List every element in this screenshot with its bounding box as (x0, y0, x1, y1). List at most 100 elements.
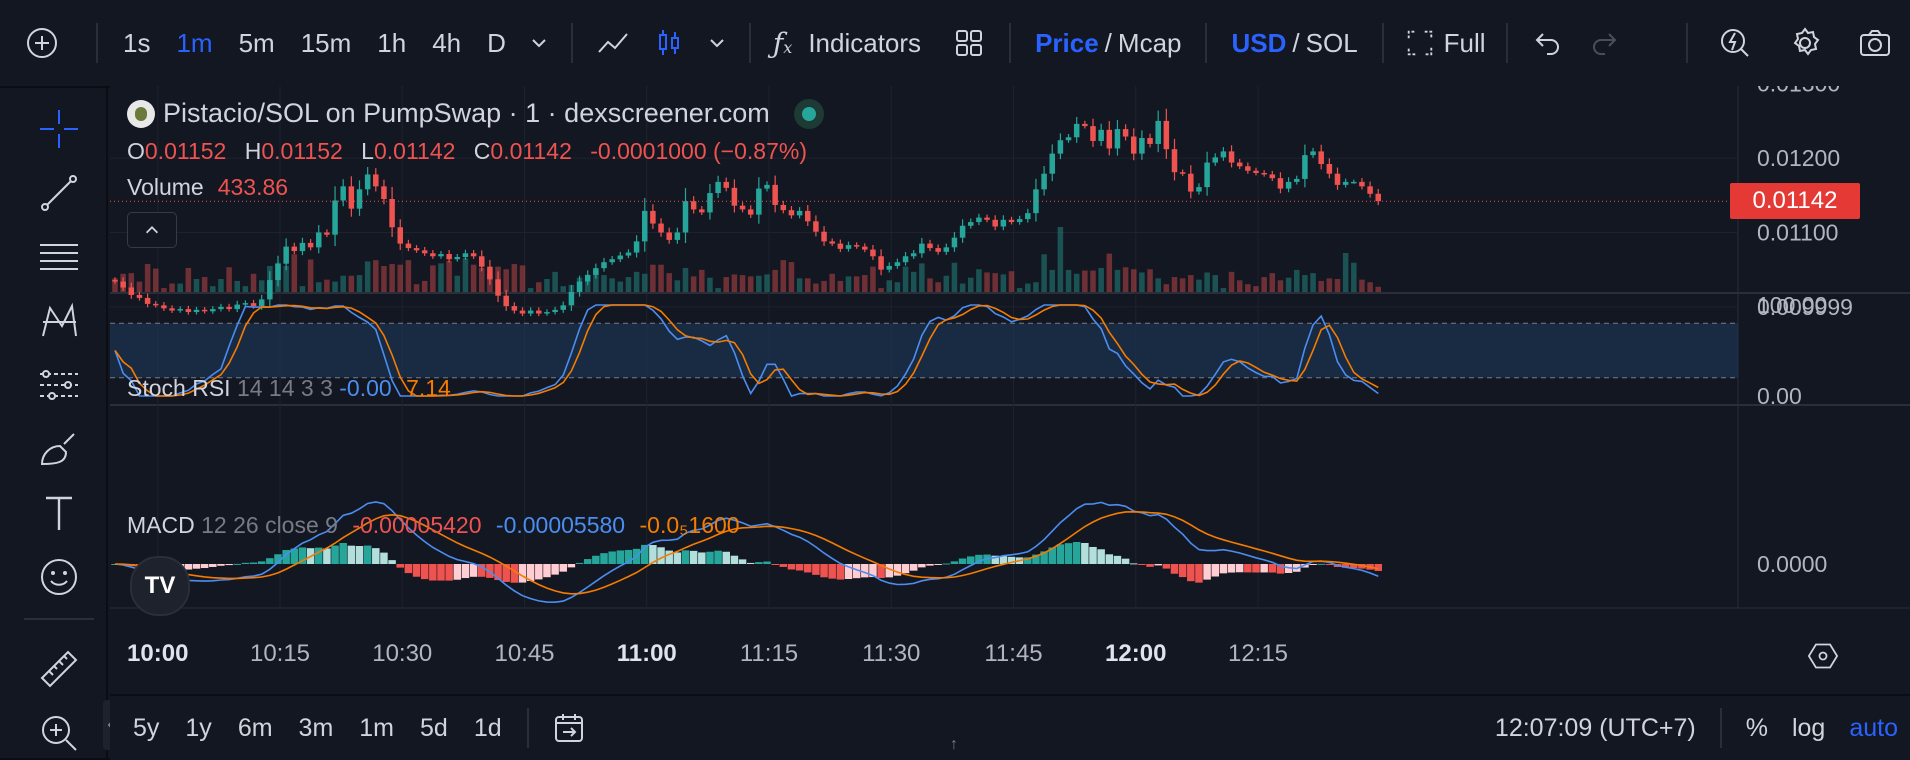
settings-button[interactable] (1770, 0, 1840, 86)
range-1d[interactable]: 1d (473, 713, 502, 742)
macd-histogram-bar (950, 561, 959, 564)
range-5y[interactable]: 5y (133, 713, 160, 742)
quick-search-button[interactable] (1700, 0, 1770, 86)
tool-separator (24, 618, 94, 620)
candle-body (405, 243, 412, 249)
snapshot-button[interactable] (1840, 0, 1910, 86)
macd-histogram-bar (347, 545, 356, 564)
timeframe-1s[interactable]: 1s (123, 27, 151, 58)
emoji-tool[interactable] (38, 556, 80, 598)
candle-body (984, 217, 990, 220)
macd-histogram-bar (217, 564, 225, 566)
indicators-button[interactable]: ƒx Indicators (763, 0, 931, 86)
fib-tool[interactable] (38, 236, 80, 278)
candles-chart-button[interactable] (641, 0, 697, 86)
auto-scale-toggle[interactable]: auto (1849, 713, 1898, 742)
macd-histogram-bar (372, 548, 380, 564)
macd-histogram-bar (583, 559, 592, 564)
volume-bar (479, 267, 485, 292)
timeframe-4h[interactable]: 4h (432, 27, 462, 58)
log-scale-toggle[interactable]: log (1791, 713, 1826, 742)
volume-bar (552, 271, 558, 292)
candle-body (552, 309, 558, 313)
macd-histogram-bar (926, 564, 934, 566)
volume-bar (715, 288, 721, 292)
brush-tool[interactable] (38, 428, 80, 470)
collapse-legend-button[interactable] (127, 212, 177, 248)
forecast-tool[interactable] (38, 364, 80, 406)
toolbar-separator (1205, 23, 1208, 63)
chart-type-dropdown[interactable] (697, 0, 737, 86)
go-to-date-button[interactable] (541, 711, 599, 745)
candle-body (674, 232, 681, 240)
redo-button[interactable] (1576, 0, 1632, 86)
timeframe-1h[interactable]: 1h (377, 27, 407, 58)
candle-body (1139, 138, 1145, 154)
price-option[interactable]: Price (1035, 27, 1099, 58)
candle-body (609, 259, 615, 263)
candle-body (902, 256, 909, 263)
timeframe-1m[interactable]: 1m (176, 27, 213, 58)
volume-bar (658, 264, 664, 292)
candle-body (723, 181, 729, 188)
text-tool[interactable] (38, 492, 80, 534)
range-3m[interactable]: 3m (298, 713, 334, 742)
undo-button[interactable] (1520, 0, 1576, 86)
trend-line-tool[interactable] (38, 172, 80, 214)
line-chart-button[interactable] (585, 0, 641, 86)
timeframe-15m[interactable]: 15m (300, 27, 352, 58)
range-5d[interactable]: 5d (420, 713, 448, 742)
macd-histogram-bar (901, 564, 910, 574)
chevron-up-icon[interactable]: ↑ (950, 736, 958, 753)
volume-bar (446, 260, 452, 292)
range-1y[interactable]: 1y (185, 713, 212, 742)
candle-body (1204, 162, 1210, 188)
chart-area[interactable]: 0.013000.012000.011000.009999100.000.000… (110, 86, 1910, 694)
chart-canvas[interactable]: 0.013000.012000.011000.009999100.000.000… (110, 86, 1910, 694)
volume-bar (731, 274, 738, 292)
pattern-tool[interactable] (38, 300, 80, 342)
volume-bar (324, 279, 330, 292)
tradingview-logo[interactable]: TV (130, 556, 190, 616)
fullscreen-button[interactable]: Full (1396, 0, 1494, 86)
candle-body (291, 246, 298, 252)
timeframe-d[interactable]: D (487, 27, 506, 58)
macd-histogram-bar (404, 564, 413, 574)
usd-option[interactable]: USD (1231, 27, 1287, 58)
sol-option[interactable]: SOL (1305, 27, 1358, 58)
candle-body (503, 295, 509, 307)
market-status-dot[interactable] (793, 98, 824, 129)
candle-body (421, 250, 428, 254)
candle-body (283, 246, 289, 264)
more-timeframes-button[interactable] (519, 0, 559, 86)
line-chart-icon (598, 33, 628, 53)
percent-scale-toggle[interactable]: % (1745, 713, 1768, 742)
volume-bar (862, 275, 868, 292)
mcap-option[interactable]: Mcap (1117, 27, 1182, 58)
range-1m[interactable]: 1m (359, 713, 395, 742)
macd-histogram-bar (437, 564, 445, 581)
time-tick-label: 10:45 (494, 640, 554, 667)
price-mcap-toggle[interactable]: Price / Mcap (1023, 0, 1193, 86)
macd-histogram-bar (1325, 564, 1334, 565)
volume-bar (992, 273, 998, 292)
candle-body (731, 187, 738, 206)
zoom-tool[interactable] (38, 712, 80, 754)
volume-bar (299, 286, 306, 292)
volume-bar (780, 260, 787, 292)
axis-settings-button[interactable] (1807, 641, 1842, 675)
candle-body (642, 210, 648, 242)
stoch-k-value: -0.00 (339, 375, 392, 401)
add-symbol-button[interactable] (0, 0, 84, 86)
toggle-separator: / (1292, 27, 1300, 58)
measure-tool[interactable] (38, 648, 80, 690)
layouts-button[interactable] (941, 0, 997, 86)
clock-timezone[interactable]: 12:07:09 (UTC+7) (1494, 713, 1696, 742)
range-6m[interactable]: 6m (237, 713, 273, 742)
crosshair-tool[interactable] (38, 108, 80, 150)
timeframe-5m[interactable]: 5m (238, 27, 275, 58)
ruler-icon (40, 650, 78, 688)
toolbar-separator (748, 23, 751, 63)
volume-bar (666, 273, 672, 292)
currency-toggle[interactable]: USD / SOL (1219, 0, 1369, 86)
